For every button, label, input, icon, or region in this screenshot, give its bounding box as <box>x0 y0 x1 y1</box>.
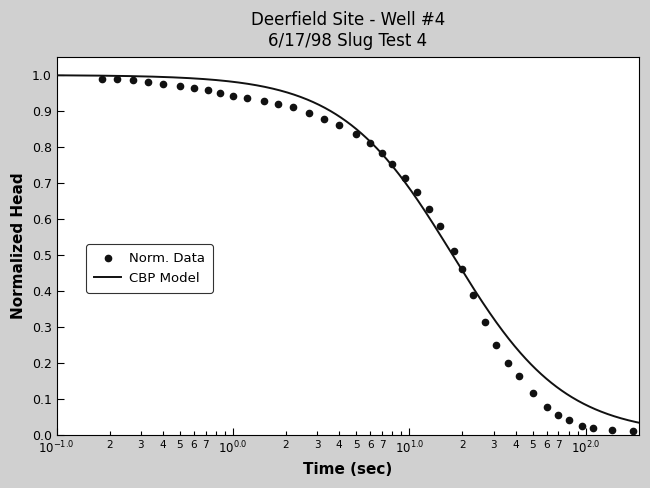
Norm. Data <box>190 85 198 91</box>
Norm. Data <box>320 116 328 122</box>
Norm. Data <box>437 223 445 229</box>
Norm. Data <box>260 98 268 104</box>
Norm. Data <box>335 122 343 128</box>
Norm. Data <box>98 76 105 81</box>
CBP Model <box>426 215 434 221</box>
Norm. Data <box>229 93 237 99</box>
Norm. Data <box>469 292 477 298</box>
X-axis label: Time (sec): Time (sec) <box>303 462 393 477</box>
Norm. Data <box>216 90 224 96</box>
Norm. Data <box>159 81 166 87</box>
Norm. Data <box>529 390 537 396</box>
Norm. Data <box>554 412 562 418</box>
CBP Model <box>557 387 565 393</box>
Norm. Data <box>426 206 434 212</box>
Norm. Data <box>413 189 421 195</box>
CBP Model <box>638 421 646 427</box>
Y-axis label: Normalized Head: Normalized Head <box>11 173 26 319</box>
Norm. Data <box>243 96 251 102</box>
Norm. Data <box>402 175 410 181</box>
Line: Norm. Data: Norm. Data <box>98 76 636 434</box>
Norm. Data <box>367 141 374 146</box>
Title: Deerfield Site - Well #4
6/17/98 Slug Test 4: Deerfield Site - Well #4 6/17/98 Slug Te… <box>251 11 445 50</box>
Norm. Data <box>305 110 313 116</box>
Norm. Data <box>289 104 297 110</box>
Norm. Data <box>458 266 466 272</box>
Norm. Data <box>129 78 136 83</box>
Norm. Data <box>144 79 152 85</box>
Norm. Data <box>482 319 489 325</box>
CBP Model <box>88 73 96 79</box>
Norm. Data <box>450 248 458 254</box>
Norm. Data <box>578 423 586 429</box>
Norm. Data <box>274 101 282 107</box>
Norm. Data <box>515 373 523 379</box>
Legend: Norm. Data, CBP Model: Norm. Data, CBP Model <box>86 244 213 293</box>
Norm. Data <box>176 83 184 89</box>
Norm. Data <box>492 342 500 348</box>
CBP Model <box>393 168 400 174</box>
Line: CBP Model: CBP Model <box>57 75 642 424</box>
CBP Model <box>497 325 504 331</box>
Norm. Data <box>565 418 573 424</box>
Norm. Data <box>629 428 637 434</box>
Norm. Data <box>378 150 386 156</box>
Norm. Data <box>388 162 396 167</box>
Norm. Data <box>543 404 551 410</box>
Norm. Data <box>504 360 512 366</box>
Norm. Data <box>352 131 360 137</box>
Norm. Data <box>608 427 616 433</box>
Norm. Data <box>589 426 597 431</box>
Norm. Data <box>204 87 212 93</box>
CBP Model <box>408 189 416 195</box>
Norm. Data <box>113 77 121 82</box>
CBP Model <box>53 72 60 78</box>
